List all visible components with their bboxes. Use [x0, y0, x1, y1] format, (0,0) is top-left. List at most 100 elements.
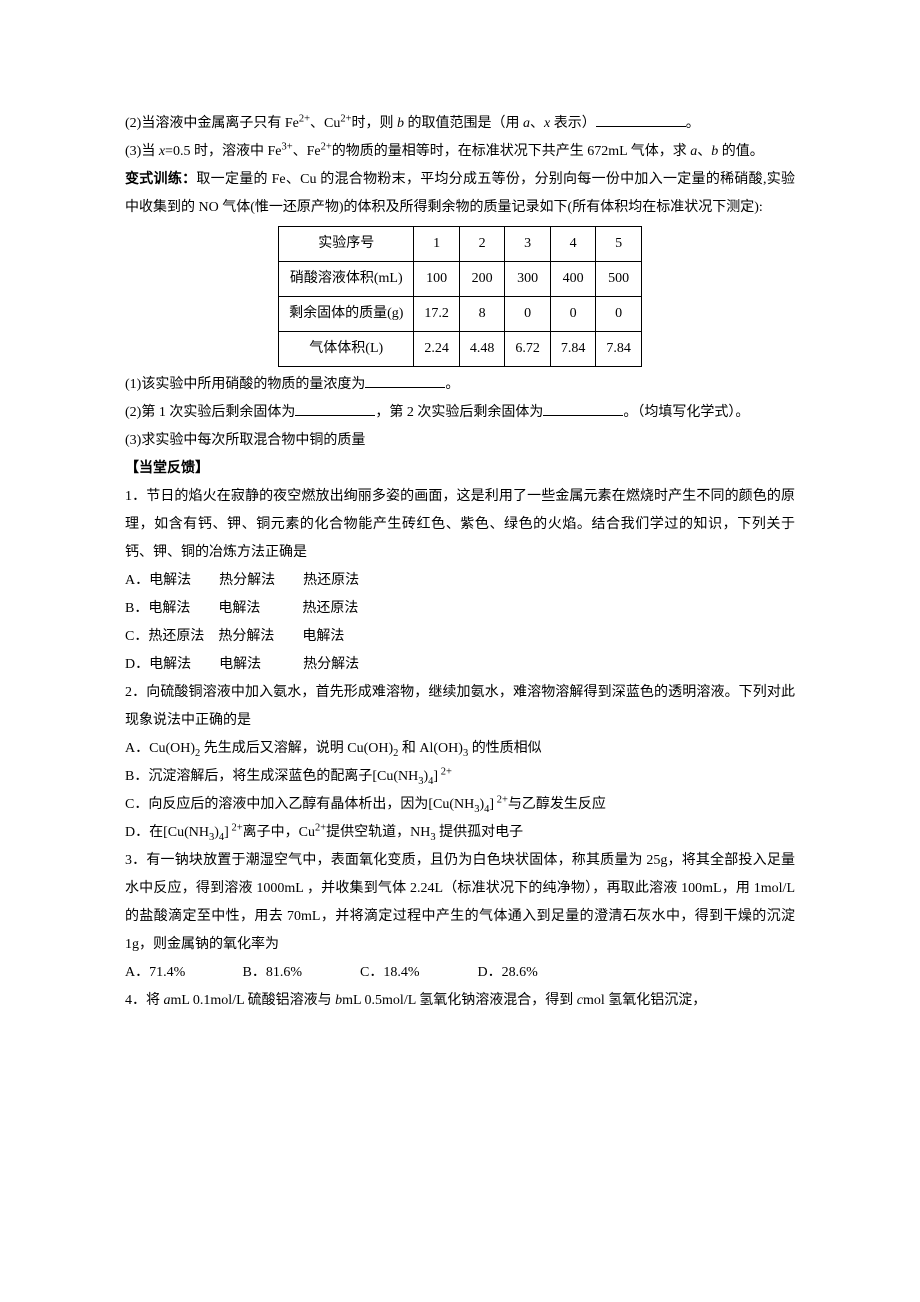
option-d: D．在[Cu(NH3)4] 2+离子中，Cu2+提供空轨道，NH3 提供孤对电子: [125, 819, 795, 847]
text: 离子中，Cu: [243, 825, 315, 840]
experiment-table: 实验序号 1 2 3 4 5 硝酸溶液体积(mL) 100 200 300 40…: [278, 226, 642, 367]
feedback-q2: 2．向硫酸铜溶液中加入氨水，首先形成难溶物，继续加氨水，难溶物溶解得到深蓝色的透…: [125, 679, 795, 735]
text: B．沉淀溶解后，将生成深蓝色的配离子[Cu(NH: [125, 769, 418, 784]
text: 时，则: [352, 116, 398, 131]
text: 。: [445, 377, 459, 392]
sup: 2+: [229, 822, 243, 833]
blank-fill: [596, 111, 686, 127]
text: 先生成后又溶解，说明 Cu(OH): [200, 741, 393, 756]
sup: 3+: [281, 141, 292, 152]
text: 与乙醇发生反应: [508, 797, 606, 812]
option-a: A．71.4%: [125, 959, 225, 987]
text: mL 0.5mol/L 氢氧化钠溶液混合，得到: [342, 993, 577, 1008]
cell: 5: [596, 227, 642, 262]
text: A．Cu(OH): [125, 741, 195, 756]
var-a: a: [164, 993, 171, 1008]
cell: 7.84: [550, 332, 596, 367]
paragraph-q2: (2)当溶液中金属离子只有 Fe2+、Cu2+时，则 b 的取值范围是（用 a、…: [125, 110, 795, 138]
text: (3)当: [125, 144, 159, 159]
text: mL 0.1mol/L 硫酸铝溶液与: [171, 993, 336, 1008]
blank-fill: [295, 400, 375, 416]
feedback-q4: 4．将 amL 0.1mol/L 硫酸铝溶液与 bmL 0.5mol/L 氢氧化…: [125, 987, 795, 1015]
text: 、Cu: [310, 116, 340, 131]
text: 4．将: [125, 993, 164, 1008]
text: 的值。: [718, 144, 764, 159]
var-a: a: [523, 116, 530, 131]
cell: 7.84: [596, 332, 642, 367]
feedback-heading: 【当堂反馈】: [125, 455, 795, 483]
text: 的取值范围是（用: [404, 116, 523, 131]
cell: 0: [550, 297, 596, 332]
text: (1)该实验中所用硝酸的物质的量浓度为: [125, 377, 365, 392]
text: (2)当溶液中金属离子只有 Fe: [125, 116, 299, 131]
cell: 200: [459, 262, 505, 297]
cell: 4.48: [459, 332, 505, 367]
row-label: 硝酸溶液体积(mL): [279, 262, 414, 297]
text: 、: [697, 144, 711, 159]
cell: 17.2: [414, 297, 460, 332]
cell: 1: [414, 227, 460, 262]
feedback-q3: 3．有一钠块放置于潮湿空气中，表面氧化变质，且仍为白色块状固体，称其质量为 25…: [125, 847, 795, 959]
option-b: B．沉淀溶解后，将生成深蓝色的配离子[Cu(NH3)4] 2+: [125, 763, 795, 791]
text: =0.5 时，溶液中 Fe: [165, 144, 281, 159]
text: 的物质的量相等时，在标准状况下共产生 672mL 气体，求: [332, 144, 690, 159]
heading: 【当堂反馈】: [125, 461, 209, 476]
var-b: b: [397, 116, 404, 131]
variant-label: 变式训练：: [125, 172, 196, 187]
text: 和 Al(OH): [398, 741, 463, 756]
text: 取一定量的 Fe、Cu 的混合物粉末，平均分成五等份，分别向每一份中加入一定量的…: [125, 172, 795, 215]
cell: 0: [596, 297, 642, 332]
variant-training: 变式训练：取一定量的 Fe、Cu 的混合物粉末，平均分成五等份，分别向每一份中加…: [125, 166, 795, 222]
cell: 2.24: [414, 332, 460, 367]
sub-q2: (2)第 1 次实验后剩余固体为 ，第 2 次实验后剩余固体为 。（均填写化学式）。: [125, 399, 795, 427]
option-c: C．向反应后的溶液中加入乙醇有晶体析出，因为[Cu(NH3)4] 2+与乙醇发生…: [125, 791, 795, 819]
cell: 0: [505, 297, 551, 332]
option-a: A．Cu(OH)2 先生成后又溶解，说明 Cu(OH)2 和 Al(OH)3 的…: [125, 735, 795, 763]
paragraph-q3: (3)当 x=0.5 时，溶液中 Fe3+、Fe2+的物质的量相等时，在标准状况…: [125, 138, 795, 166]
table-row: 实验序号 1 2 3 4 5: [279, 227, 642, 262]
text: 、Fe: [293, 144, 321, 159]
cell: 2: [459, 227, 505, 262]
cell: 8: [459, 297, 505, 332]
text: mol 氢氧化铝沉淀，: [583, 993, 706, 1008]
cell: 4: [550, 227, 596, 262]
cell: 100: [414, 262, 460, 297]
cell: 400: [550, 262, 596, 297]
sub-q1: (1)该实验中所用硝酸的物质的量浓度为 。: [125, 371, 795, 399]
sup: 2+: [438, 766, 452, 777]
text: (2)第 1 次实验后剩余固体为: [125, 405, 295, 420]
q3-options: A．71.4% B．81.6% C．18.4% D．28.6%: [125, 959, 795, 987]
row-label: 剩余固体的质量(g): [279, 297, 414, 332]
text: 、: [530, 116, 544, 131]
option-a: A．电解法 热分解法 热还原法: [125, 567, 795, 595]
text: D．在[Cu(NH: [125, 825, 209, 840]
text: 。（均填写化学式）。: [623, 405, 749, 420]
cell: 300: [505, 262, 551, 297]
option-c: C．热还原法 热分解法 电解法: [125, 623, 795, 651]
row-label: 气体体积(L): [279, 332, 414, 367]
sub-q3: (3)求实验中每次所取混合物中铜的质量: [125, 427, 795, 455]
text: C．向反应后的溶液中加入乙醇有晶体析出，因为[Cu(NH: [125, 797, 474, 812]
option-b: B．电解法 电解法 热还原法: [125, 595, 795, 623]
table-row: 气体体积(L) 2.24 4.48 6.72 7.84 7.84: [279, 332, 642, 367]
sup: 2+: [299, 113, 310, 124]
table-row: 剩余固体的质量(g) 17.2 8 0 0 0: [279, 297, 642, 332]
table-row: 硝酸溶液体积(mL) 100 200 300 400 500: [279, 262, 642, 297]
page: (2)当溶液中金属离子只有 Fe2+、Cu2+时，则 b 的取值范围是（用 a、…: [0, 0, 920, 1095]
text: ，第 2 次实验后剩余固体为: [375, 405, 543, 420]
cell: 6.72: [505, 332, 551, 367]
option-c: C．18.4%: [360, 959, 460, 987]
sup: 2+: [315, 822, 326, 833]
option-d: D．28.6%: [478, 959, 578, 987]
sup: 2+: [494, 794, 508, 805]
text: 的性质相似: [468, 741, 542, 756]
option-d: D．电解法 电解法 热分解法: [125, 651, 795, 679]
sup: 2+: [340, 113, 351, 124]
text: 。: [686, 116, 700, 131]
cell: 500: [596, 262, 642, 297]
text: 表示）: [550, 116, 596, 131]
text: 提供空轨道，NH: [326, 825, 430, 840]
cell: 3: [505, 227, 551, 262]
blank-fill: [543, 400, 623, 416]
text: (3)求实验中每次所取混合物中铜的质量: [125, 433, 365, 448]
